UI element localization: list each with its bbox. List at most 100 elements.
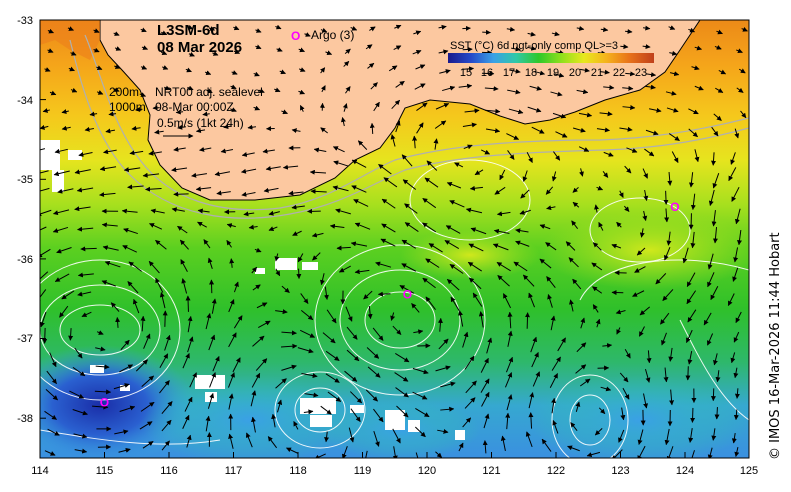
current-vector [534, 70, 546, 76]
current-vector [333, 160, 349, 167]
current-vector [707, 447, 713, 458]
current-vector [159, 292, 166, 309]
current-vector [462, 122, 477, 128]
current-vector [220, 148, 234, 154]
current-vector [152, 105, 160, 111]
current-vector [645, 129, 659, 136]
current-vector [298, 89, 305, 95]
current-vector [56, 246, 72, 254]
current-vector [570, 422, 578, 432]
current-vector [669, 71, 680, 77]
current-vector [507, 89, 521, 95]
current-vector [394, 372, 409, 382]
current-vector [578, 146, 590, 152]
current-vector [227, 372, 235, 388]
current-vector [465, 380, 477, 394]
current-vector [343, 61, 350, 67]
current-vector [61, 290, 75, 300]
current-vector [632, 290, 645, 297]
current-vector [707, 253, 714, 270]
current-vector [643, 25, 651, 31]
current-vector [123, 227, 138, 235]
x-tick-label: 122 [547, 465, 565, 477]
current-vector [281, 330, 297, 336]
current-vector [148, 260, 160, 274]
current-vector [462, 46, 473, 52]
current-vector [733, 367, 739, 379]
current-vector [160, 50, 168, 56]
current-vector [203, 239, 211, 249]
current-vector [616, 327, 621, 335]
current-vector [620, 44, 629, 50]
current-vector [665, 90, 677, 96]
current-vector [602, 343, 613, 349]
current-vector [465, 207, 483, 214]
current-vector [288, 190, 304, 196]
current-vector [162, 310, 168, 327]
current-vector [551, 356, 561, 371]
current-vector [140, 315, 146, 332]
current-vector [553, 72, 565, 78]
current-vector [499, 169, 506, 181]
current-vector [449, 263, 464, 274]
current-vector [586, 451, 601, 458]
current-vector [411, 303, 420, 313]
x-tick-label: 115 [96, 465, 114, 477]
current-vector [250, 390, 257, 407]
current-vector [184, 396, 193, 412]
current-vector [737, 229, 742, 246]
current-vector [351, 185, 367, 193]
current-vector [691, 65, 700, 71]
current-vector [94, 389, 112, 395]
current-vector [70, 87, 78, 93]
current-vector [731, 432, 737, 444]
current-vector [619, 372, 629, 383]
current-vector [127, 281, 139, 294]
current-vector [268, 226, 278, 231]
current-vector [301, 372, 318, 379]
current-vector [688, 128, 698, 138]
x-tick-label: 118 [289, 465, 307, 477]
current-vector [715, 87, 724, 93]
current-vector [199, 146, 212, 152]
current-vector [615, 309, 626, 315]
current-vector [616, 221, 622, 228]
current-vector [80, 246, 97, 252]
current-vector [96, 65, 103, 71]
current-vector [624, 165, 632, 174]
current-vector [712, 172, 720, 189]
current-vector [445, 225, 461, 234]
current-vector [207, 392, 215, 409]
current-vector [206, 88, 213, 94]
current-vector [40, 271, 49, 283]
current-vector [550, 91, 563, 97]
current-vector [425, 258, 440, 268]
current-vector [598, 221, 604, 231]
current-vector [549, 373, 558, 389]
current-vector [45, 388, 58, 401]
current-vector [687, 309, 697, 323]
current-vector [395, 353, 410, 363]
colorbar-tick: 21 [591, 67, 603, 79]
current-vector [304, 392, 319, 398]
current-vector [707, 333, 714, 346]
current-vector [96, 330, 104, 335]
current-vector [74, 206, 91, 212]
current-vector [413, 329, 424, 335]
current-vector [251, 416, 256, 433]
current-vector [173, 191, 189, 197]
current-vector [618, 190, 624, 198]
colorbar-tick: 18 [525, 67, 537, 79]
current-vector [162, 65, 169, 70]
current-vector [341, 446, 348, 458]
current-vector [690, 231, 696, 249]
current-vector [438, 338, 449, 350]
current-vector [351, 159, 367, 168]
current-vector [734, 447, 740, 458]
current-vector [233, 49, 240, 55]
current-vector [365, 44, 373, 50]
current-vector [145, 186, 162, 192]
current-vector [164, 334, 171, 351]
current-vector [507, 311, 513, 329]
current-vector [173, 146, 186, 152]
